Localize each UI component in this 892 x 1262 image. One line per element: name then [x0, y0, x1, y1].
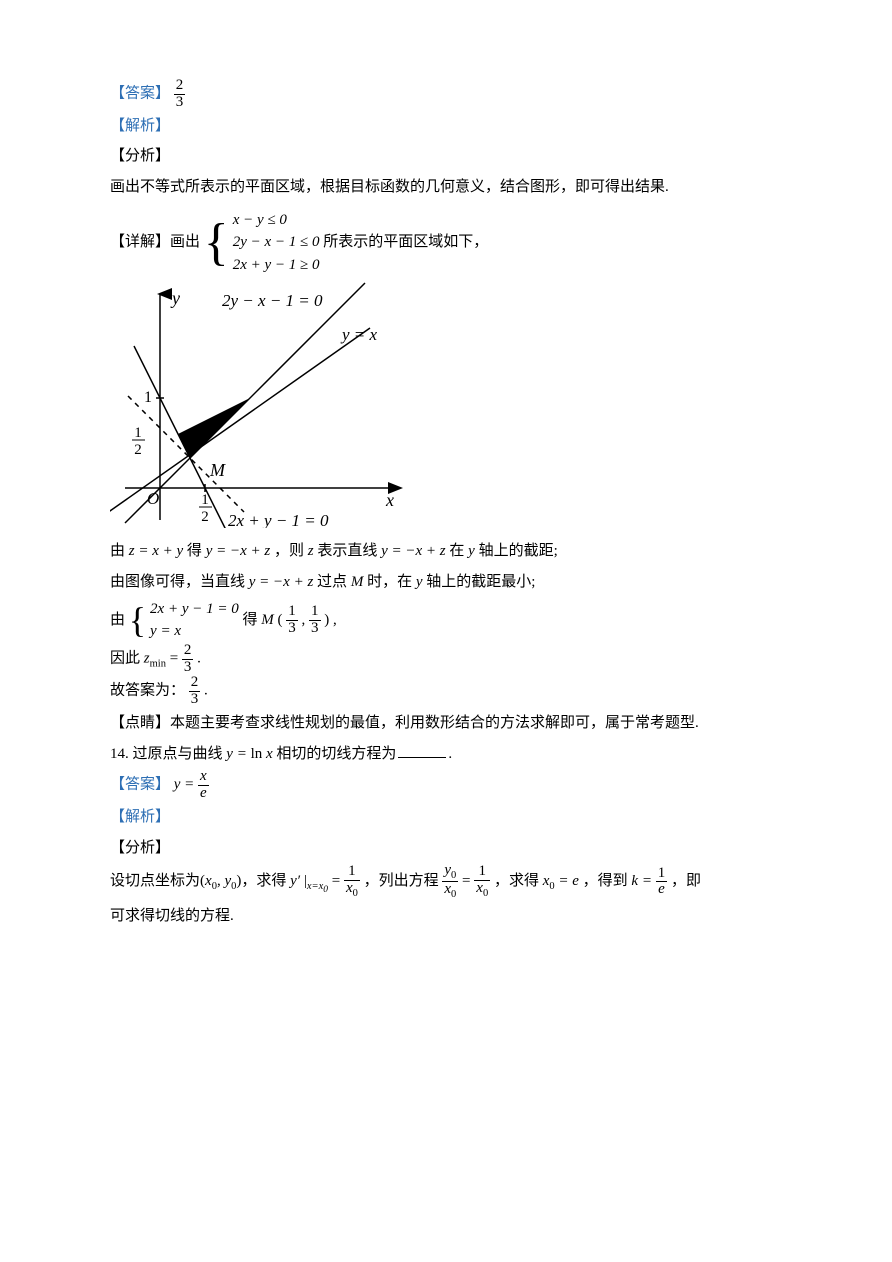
q13-solve-system: 由 { 2x + y − 1 = 0 y = x 得 M ( 1 3 , 1 3… — [110, 598, 782, 643]
svg-text:1: 1 — [144, 389, 152, 406]
q13-system: { x − y ≤ 0 2y − x − 1 ≤ 0 2x + y − 1 ≥ … — [204, 209, 320, 277]
q14-analysis-l2: 可求得切线的方程. — [110, 901, 782, 932]
q13-hint: 【点睛】本题主要考查求线性规划的最值，利用数形结合的方法求解即可，属于常考题型. — [110, 708, 782, 739]
svg-text:2: 2 — [201, 509, 209, 525]
q14-analysis-tag: 【分析】 — [110, 833, 782, 864]
q14-stem: 14. 过原点与曲线 y = ln x 相切的切线方程为. — [110, 739, 782, 770]
origin-label: O — [147, 489, 159, 508]
q14-analysis-l1: 设切点坐标为(x0, y0)，求得 y′ |x=x0 = 1 x0 ，列出方程 … — [110, 863, 782, 900]
q13-answer-line: 【答案】 2 3 — [110, 78, 782, 111]
svg-text:1: 1 — [201, 492, 209, 508]
point-M-label: M — [209, 460, 226, 480]
q13-therefore: 因此 zmin = 2 3 . — [110, 643, 782, 676]
answer-tag: 【答案】 — [110, 86, 170, 102]
feasible-region-graph: y x O 1 1 2 1 2 2y − x − 1 = 0 y = x 2x … — [110, 282, 410, 528]
fill-blank — [398, 757, 446, 758]
q13-analysis-tag: 【分析】 — [110, 141, 782, 172]
q13-graph: y x O 1 1 2 1 2 2y − x − 1 = 0 y = x 2x … — [110, 282, 782, 528]
x-axis-label: x — [385, 490, 394, 510]
q14-explain-tag: 【解析】 — [110, 802, 782, 833]
q14-answer: 【答案】 y = x e — [110, 769, 782, 802]
line-l1-label: 2y − x − 1 = 0 — [222, 291, 323, 310]
q13-para-graph: 由图像可得，当直线 y = −x + z 过点 M 时，在 y 轴上的截距最小; — [110, 567, 782, 598]
q13-analysis-text: 画出不等式所表示的平面区域，根据目标函数的几何意义，结合图形，即可得出结果. — [110, 172, 782, 203]
q13-para-zxy: 由 z = x + y 得 y = −x + z ，则 z 表示直线 y = −… — [110, 536, 782, 567]
svg-text:1: 1 — [134, 425, 142, 441]
q13-answer-frac: 2 3 — [174, 78, 186, 111]
page: 【答案】 2 3 【解析】 【分析】 画出不等式所表示的平面区域，根据目标函数的… — [0, 0, 892, 1262]
q13-solve-brace: { 2x + y − 1 = 0 y = x — [129, 598, 239, 643]
q13-explain-tag: 【解析】 — [110, 111, 782, 142]
line-l2-label: 2x + y − 1 = 0 — [228, 511, 329, 528]
line-yx-label: y = x — [340, 325, 378, 344]
svg-text:2: 2 — [134, 442, 142, 458]
q13-so-answer: 故答案为： 2 3 . — [110, 675, 782, 708]
y-axis-label: y — [170, 288, 180, 308]
q13-detail-line: 【详解】画出 { x − y ≤ 0 2y − x − 1 ≤ 0 2x + y… — [110, 209, 782, 277]
